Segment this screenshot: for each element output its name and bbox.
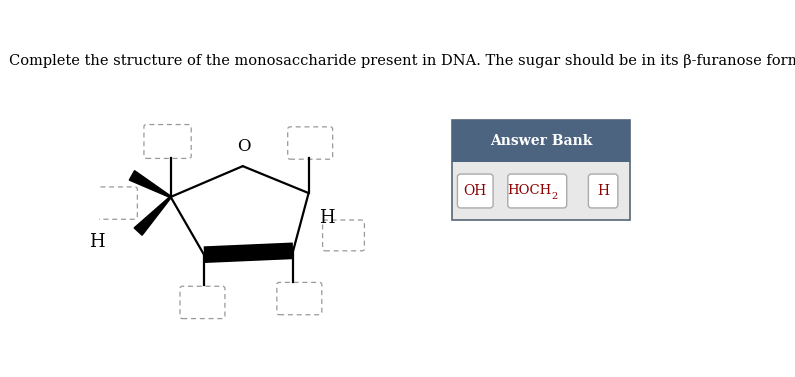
FancyBboxPatch shape xyxy=(180,286,225,319)
Text: Complete the structure of the monosaccharide present in DNA. The sugar should be: Complete the structure of the monosaccha… xyxy=(9,55,795,69)
Text: Answer Bank: Answer Bank xyxy=(490,134,592,148)
Text: 2: 2 xyxy=(551,192,557,201)
FancyBboxPatch shape xyxy=(92,187,138,219)
FancyBboxPatch shape xyxy=(457,174,493,208)
Text: H: H xyxy=(319,209,335,227)
FancyBboxPatch shape xyxy=(508,174,567,208)
FancyBboxPatch shape xyxy=(323,220,364,251)
Text: O: O xyxy=(238,138,251,155)
Text: H: H xyxy=(89,233,105,251)
FancyBboxPatch shape xyxy=(588,174,618,208)
FancyBboxPatch shape xyxy=(144,124,192,158)
FancyBboxPatch shape xyxy=(452,120,630,162)
Text: HOCH: HOCH xyxy=(507,184,552,197)
Polygon shape xyxy=(130,171,171,198)
Text: H: H xyxy=(597,184,609,198)
Text: OH: OH xyxy=(463,184,487,198)
FancyBboxPatch shape xyxy=(452,120,630,220)
FancyBboxPatch shape xyxy=(288,127,332,159)
FancyBboxPatch shape xyxy=(277,282,322,315)
Polygon shape xyxy=(134,196,171,235)
